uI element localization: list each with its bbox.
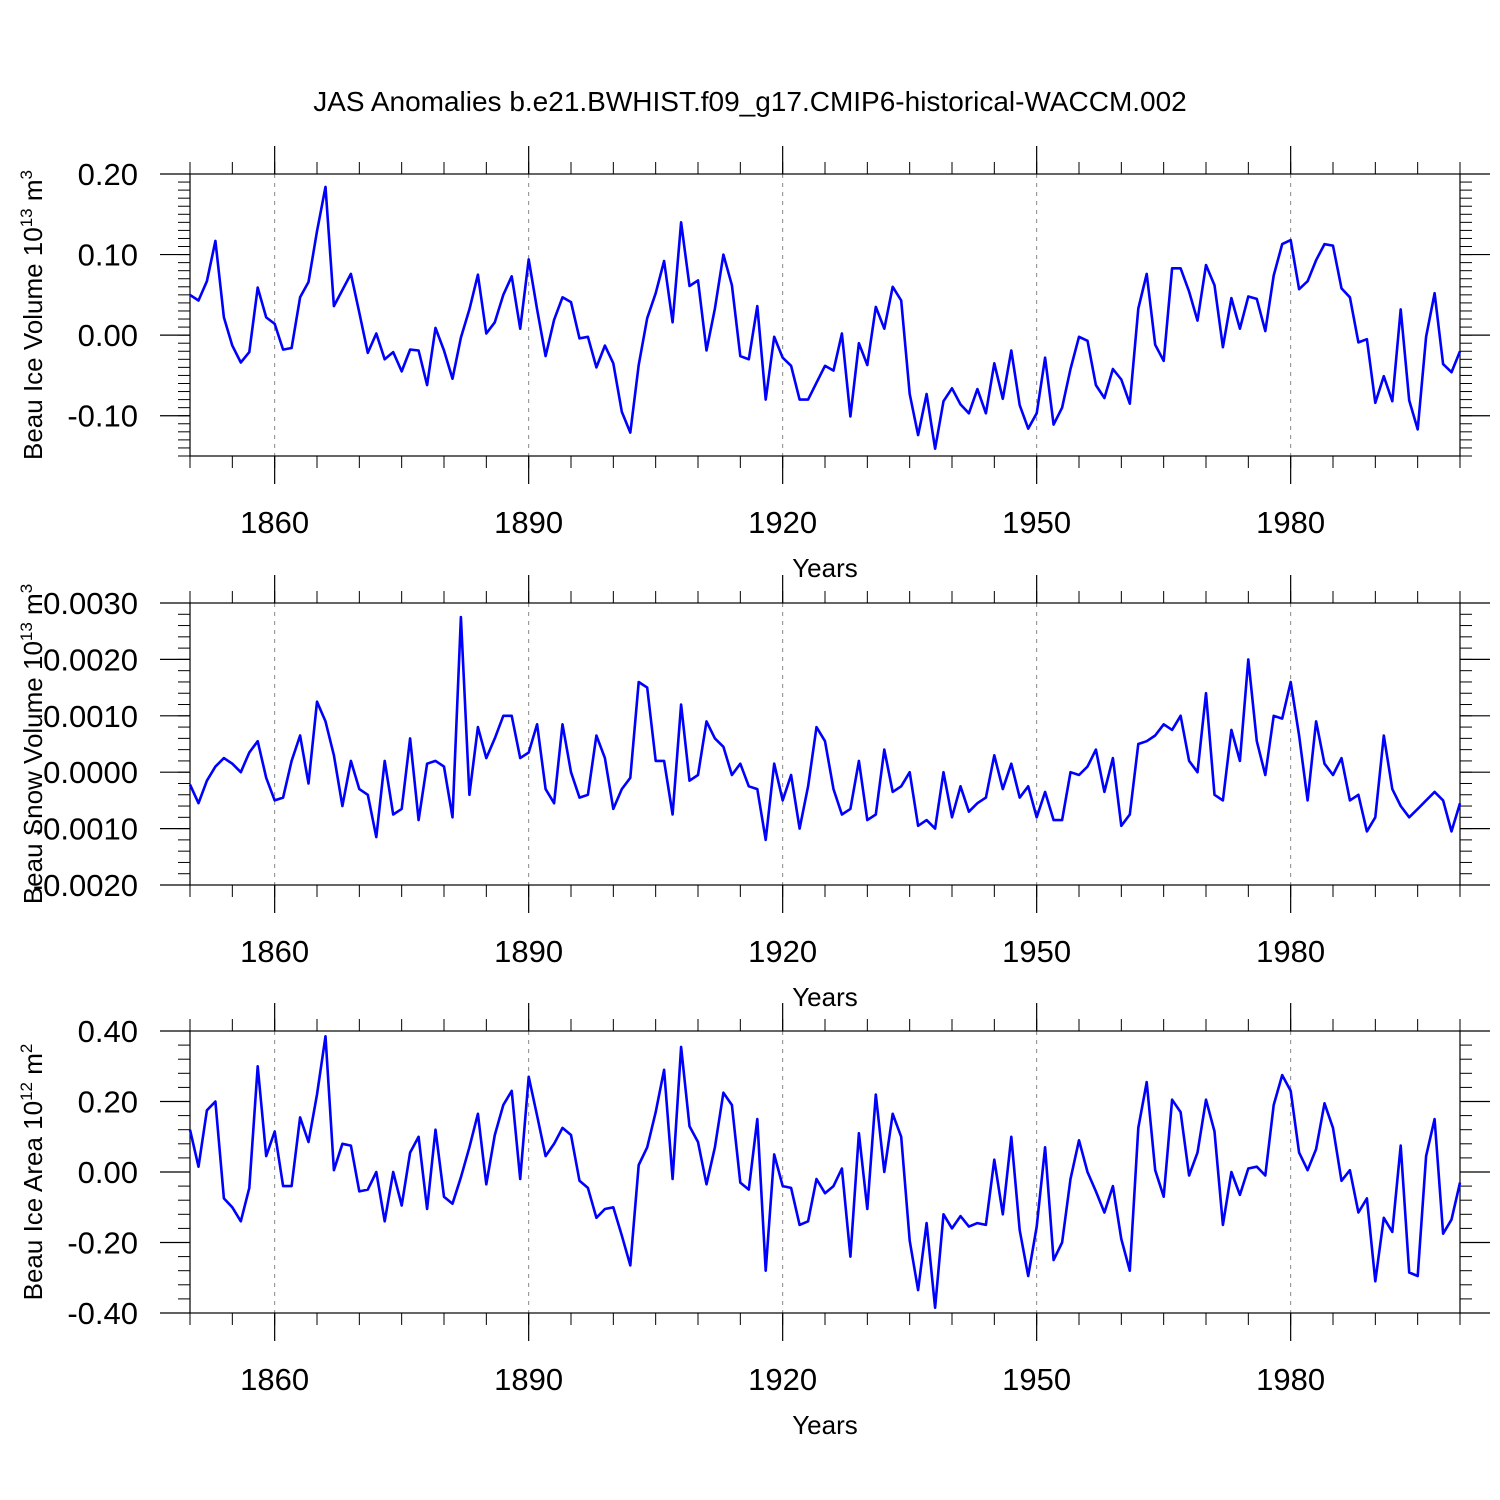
- panel-3: 0.40 0.20 0.00 -0.20 -0.40 1860 1890 1920 1950 19…: [17, 1003, 1490, 1440]
- x-axis-label: Years: [792, 1410, 858, 1440]
- x-tick-label: 1890: [494, 1362, 563, 1397]
- y-axis-label-text: Beau Snow Volume 10: [18, 641, 48, 904]
- y-tick-label: 0.0010: [43, 699, 138, 734]
- x-tick-label: 1890: [494, 505, 563, 540]
- x-tick-label: 1950: [1002, 1362, 1071, 1397]
- x-tick-label: 1920: [748, 1362, 817, 1397]
- y-tick-label: 0.40: [78, 1014, 138, 1049]
- y-axis-label: Beau Snow Volume 1013 m3: [17, 584, 48, 904]
- y-axis-label-unit: m: [18, 593, 48, 622]
- x-axis-label: Years: [792, 982, 858, 1012]
- y-axis-label-exponent: 13: [17, 208, 36, 227]
- x-tick-label: 1920: [748, 934, 817, 969]
- y-axis-label: Beau Ice Area 1012 m2: [17, 1044, 48, 1301]
- y-tick-label: 0.0020: [43, 642, 138, 677]
- x-tick-label: 1950: [1002, 934, 1071, 969]
- y-tick-label: 0.0000: [43, 755, 138, 790]
- x-tick-label: 1980: [1256, 1362, 1325, 1397]
- y-tick-label: 0.0030: [43, 586, 138, 621]
- series-line: [188, 1035, 1462, 1309]
- series-line: [188, 615, 1462, 842]
- panel-2: 0.0030 0.0020 0.0010 0.0000 -0.0010 -0.0020 18…: [17, 575, 1490, 1012]
- y-axis-label-exponent: 12: [17, 1082, 36, 1101]
- series-line: [189, 185, 1462, 451]
- y-tick-label: -0.40: [67, 1296, 138, 1331]
- y-tick-label: 0.10: [78, 238, 138, 273]
- y-tick-label: -0.0010: [33, 812, 138, 847]
- y-axis-label-text: Beau Ice Volume 10: [18, 227, 48, 460]
- x-tick-label: 1920: [748, 505, 817, 540]
- y-axis-label-unit: m: [18, 179, 48, 208]
- y-tick-label: 0.20: [78, 1085, 138, 1120]
- y-tick-label: 0.20: [78, 157, 138, 192]
- x-tick-label: 1860: [240, 505, 309, 540]
- y-axis-label: Beau Ice Volume 1013 m3: [17, 170, 48, 460]
- y-axis-label-unit-exponent: 3: [17, 584, 36, 593]
- y-tick-label: -0.0020: [33, 868, 138, 903]
- x-tick-label: 1980: [1256, 505, 1325, 540]
- x-tick-label: 1890: [494, 934, 563, 969]
- x-tick-label: 1860: [240, 1362, 309, 1397]
- x-tick-label: 1950: [1002, 505, 1071, 540]
- x-tick-label: 1860: [240, 934, 309, 969]
- y-axis-label-unit-exponent: 2: [17, 1044, 36, 1053]
- panel-1: 0.20 0.10 0.00 -0.10 1860 1890 1920 1950 1980 Yea…: [17, 146, 1490, 583]
- y-tick-label: 0.00: [78, 318, 138, 353]
- y-axis-label-unit: m: [18, 1053, 48, 1082]
- y-axis-label-unit-exponent: 3: [17, 170, 36, 179]
- x-axis-label: Years: [792, 553, 858, 583]
- y-axis-label-exponent: 13: [17, 622, 36, 641]
- y-axis-label-text: Beau Ice Area 10: [18, 1101, 48, 1300]
- y-tick-label: -0.10: [67, 399, 138, 434]
- y-tick-label: 0.00: [78, 1155, 138, 1190]
- y-tick-label: -0.20: [67, 1226, 138, 1261]
- panels: 0.20 0.10 0.00 -0.10 1860 1890 1920 1950 1980 Yea…: [17, 146, 1490, 1440]
- x-tick-label: 1980: [1256, 934, 1325, 969]
- figure-title: JAS Anomalies b.e21.BWHIST.f09_g17.CMIP6…: [313, 86, 1187, 117]
